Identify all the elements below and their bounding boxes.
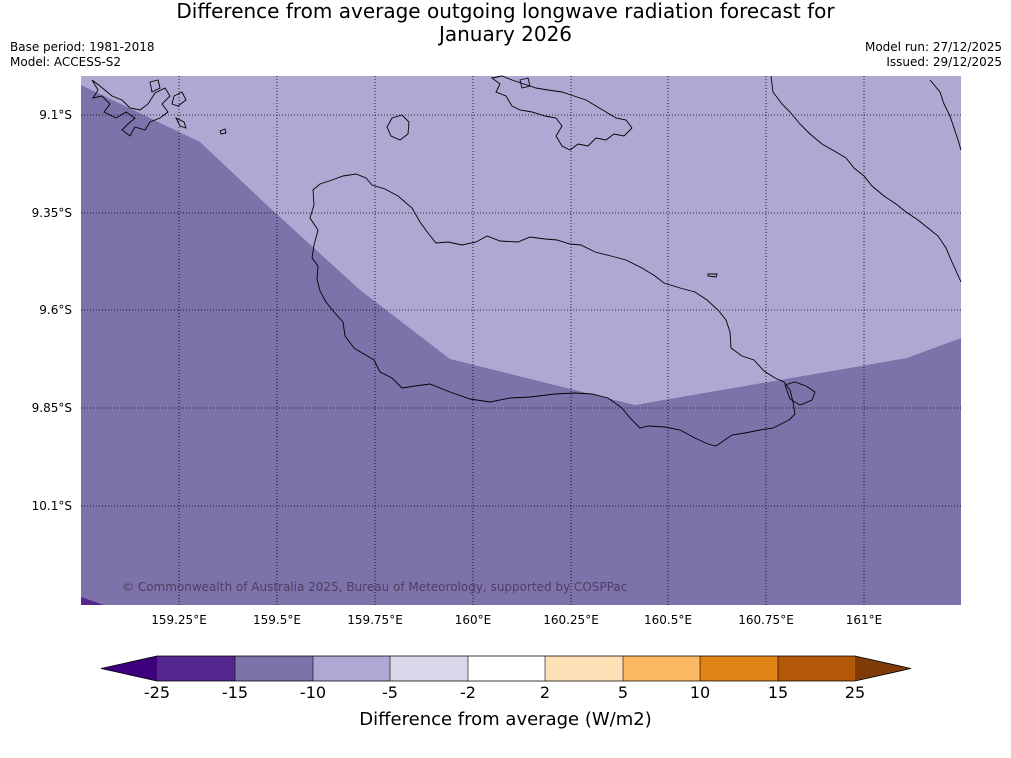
colorbar-tick: -15 bbox=[221, 683, 249, 702]
lat-label: 9.35°S bbox=[31, 206, 72, 220]
coastline-florida-islands bbox=[490, 75, 633, 151]
colorbar-tick: -5 bbox=[382, 683, 398, 702]
colorbar-label: Difference from average (W/m2) bbox=[359, 709, 652, 730]
meta-left: Base period: 1981-2018 Model: ACCESS-S2 bbox=[10, 40, 155, 70]
chart-title: Difference from average outgoing longwav… bbox=[0, 0, 1011, 46]
colorbar-tick: 5 bbox=[617, 683, 629, 702]
graticule bbox=[81, 76, 961, 605]
colorbar-tick: -10 bbox=[299, 683, 327, 702]
islet-florida-2 bbox=[519, 77, 531, 89]
model-name: Model: ACCESS-S2 bbox=[10, 55, 122, 69]
islet-russell-2 bbox=[171, 91, 187, 107]
colorbar bbox=[100, 655, 912, 682]
lon-label: 160.75°E bbox=[738, 613, 794, 627]
colorbar-extend-high bbox=[855, 656, 911, 681]
lon-label: 159.5°E bbox=[253, 613, 301, 627]
lon-label: 159.75°E bbox=[347, 613, 403, 627]
colorbar-seg-7 bbox=[623, 656, 700, 681]
lon-label: 160.5°E bbox=[644, 613, 692, 627]
islet-east bbox=[784, 381, 816, 406]
colorbar-extend-low bbox=[101, 656, 157, 681]
islet-russell-3 bbox=[174, 116, 187, 129]
lat-label: 9.85°S bbox=[31, 401, 72, 415]
colorbar-tick: -25 bbox=[143, 683, 171, 702]
islet-small-1 bbox=[707, 273, 718, 278]
colorbar-seg-5 bbox=[468, 656, 545, 681]
colorbar-tick: 10 bbox=[689, 683, 711, 702]
colorbar-tick: -2 bbox=[460, 683, 476, 702]
issued-date: Issued: 29/12/2025 bbox=[886, 55, 1002, 69]
colorbar-tick: 25 bbox=[844, 683, 866, 702]
coastline-malaita-north bbox=[929, 79, 962, 151]
coastline-guadalcanal bbox=[309, 173, 796, 447]
islet-small-2 bbox=[219, 128, 227, 135]
colorbar-seg-3 bbox=[313, 656, 390, 681]
model-run: Model run: 27/12/2025 bbox=[864, 40, 1002, 54]
lon-label: 160.25°E bbox=[543, 613, 599, 627]
coastline-savo bbox=[386, 114, 410, 141]
colorbar-seg-1 bbox=[157, 656, 235, 681]
colorbar-seg-4 bbox=[390, 656, 468, 681]
title-line-1: Difference from average outgoing longwav… bbox=[176, 0, 835, 23]
base-period: Base period: 1981-2018 bbox=[10, 40, 155, 54]
lon-label: 160°E bbox=[454, 613, 492, 627]
copyright-notice: © Commonwealth of Australia 2025, Bureau… bbox=[122, 580, 628, 594]
colorbar-seg-2 bbox=[235, 656, 313, 681]
colorbar-seg-6 bbox=[545, 656, 623, 681]
islet-russell-4 bbox=[149, 79, 161, 93]
colorbar-seg-8 bbox=[700, 656, 778, 681]
lat-label: 10.1°S bbox=[31, 499, 72, 513]
lon-label: 161°E bbox=[845, 613, 883, 627]
colorbar-outline bbox=[100, 655, 912, 682]
title-line-2: January 2026 bbox=[438, 22, 573, 46]
colorbar-tick: 2 bbox=[539, 683, 551, 702]
lon-label: 159.25°E bbox=[151, 613, 207, 627]
colorbar-seg-9 bbox=[778, 656, 855, 681]
coastline-russell-islands bbox=[91, 79, 171, 137]
lat-label: 9.6°S bbox=[39, 303, 72, 317]
anomaly-region-dark bbox=[81, 597, 104, 605]
meta-right: Model run: 27/12/2025 Issued: 29/12/2025 bbox=[865, 40, 1002, 70]
lat-label: 9.1°S bbox=[39, 108, 72, 122]
colorbar-tick: 15 bbox=[767, 683, 789, 702]
